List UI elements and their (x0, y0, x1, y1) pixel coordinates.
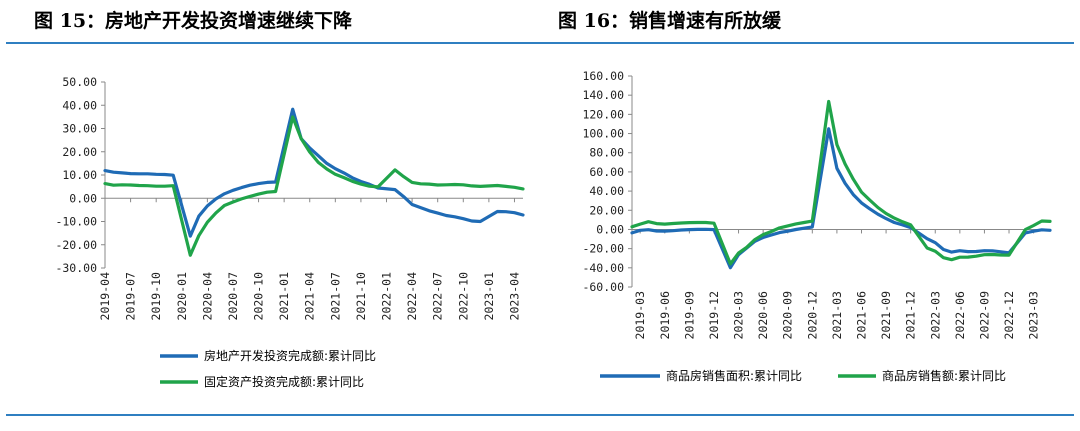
x-tick-label: 2023-01 (482, 272, 496, 321)
x-tick-label: 2020-10 (252, 272, 266, 321)
x-tick-label: 2022-04 (405, 272, 419, 321)
chart-2: 160.00 140.00 120.00 100.00 80.00 60.00 40.00 2… (582, 69, 1052, 383)
x-tick-label: 2022-06 (953, 291, 967, 340)
legend-label: 固定资产投资完成额:累计同比 (204, 374, 364, 389)
y-tick-label: -20.00 (582, 242, 624, 256)
left-chart-title: 图 15：房地产开发投资增速继续下降 (34, 10, 353, 32)
y-tick-label: 120.00 (582, 107, 624, 121)
bottom-divider (6, 414, 1074, 416)
y-tick-label: 60.00 (589, 165, 624, 179)
series-line-2 (630, 99, 1052, 266)
y-tick-label: 40.00 (62, 98, 97, 112)
x-tick-label: 2021-10 (354, 272, 368, 321)
series-line-1 (630, 127, 1052, 270)
y-tick-label: -20.00 (55, 238, 97, 252)
y-tick-label: 140.00 (582, 88, 624, 102)
x-tick-label: 2023-04 (507, 272, 521, 321)
x-tick-label: 2021-09 (879, 291, 893, 340)
y-tick-label: -30.00 (55, 261, 97, 275)
x-tick-label: 2019-07 (124, 272, 138, 321)
y-tick-label: 80.00 (589, 146, 624, 160)
x-tick-label: 2019-12 (707, 291, 721, 339)
x-tick-label: 2021-04 (303, 272, 317, 321)
y-tick-label: 100.00 (582, 127, 624, 141)
y-tick-label: -10.00 (55, 215, 97, 229)
legend-label: 房地产开发投资完成额:累计同比 (204, 348, 376, 363)
x-tick-label: 2022-12 (1002, 291, 1016, 339)
y-tick-label: 50.00 (62, 75, 97, 89)
x-tick-label: 2022-01 (380, 272, 394, 321)
x-tick-label: 2019-03 (633, 291, 647, 340)
x-tick-label: 2021-07 (328, 272, 342, 321)
x-tick-label: 2020-12 (805, 291, 819, 339)
y-tick-label: -60.00 (582, 280, 624, 294)
y-tick-label: 160.00 (582, 69, 624, 83)
top-divider (6, 42, 1074, 44)
y-tick-label: 20.00 (62, 145, 97, 159)
y-tick-label: 20.00 (589, 203, 624, 217)
y-tick-label: 0.00 (69, 191, 97, 205)
series-line-2 (103, 115, 525, 257)
x-tick-label: 2020-04 (200, 272, 214, 321)
x-tick-label: 2022-10 (456, 272, 470, 321)
legend-label: 商品房销售额:累计同比 (882, 368, 1006, 383)
x-tick-label: 2021-06 (854, 291, 868, 340)
series-line-1 (103, 107, 525, 238)
x-tick-label: 2020-06 (756, 291, 770, 340)
x-tick-label: 2020-01 (175, 272, 189, 321)
x-tick-label: 2019-06 (658, 291, 672, 340)
right-chart-title: 图 16：销售增速有所放缓 (558, 10, 782, 32)
x-tick-label: 2021-01 (277, 272, 291, 321)
x-tick-label: 2021-03 (830, 291, 844, 340)
y-tick-label: 0.00 (596, 222, 624, 236)
x-tick-label: 2023-03 (1027, 291, 1041, 340)
legend-label: 商品房销售面积:累计同比 (666, 368, 802, 383)
y-tick-label: 40.00 (589, 184, 624, 198)
x-tick-label: 2022-07 (431, 272, 445, 321)
chart-1: 50.00 40.00 30.00 20.00 10.00 0.00 -10.00 -20.0… (55, 75, 525, 389)
x-tick-label: 2019-10 (149, 272, 163, 321)
y-tick-label: 10.00 (62, 168, 97, 182)
x-tick-label: 2022-03 (928, 291, 942, 340)
x-tick-label: 2020-09 (781, 291, 795, 340)
x-tick-label: 2020-07 (226, 272, 240, 321)
x-tick-label: 2020-03 (732, 291, 746, 340)
y-tick-label: -40.00 (582, 261, 624, 275)
x-tick-label: 2022-09 (977, 291, 991, 340)
y-tick-label: 30.00 (62, 122, 97, 136)
x-tick-label: 2021-12 (904, 291, 918, 339)
x-tick-label: 2019-04 (98, 272, 112, 321)
x-tick-label: 2019-09 (682, 291, 696, 340)
